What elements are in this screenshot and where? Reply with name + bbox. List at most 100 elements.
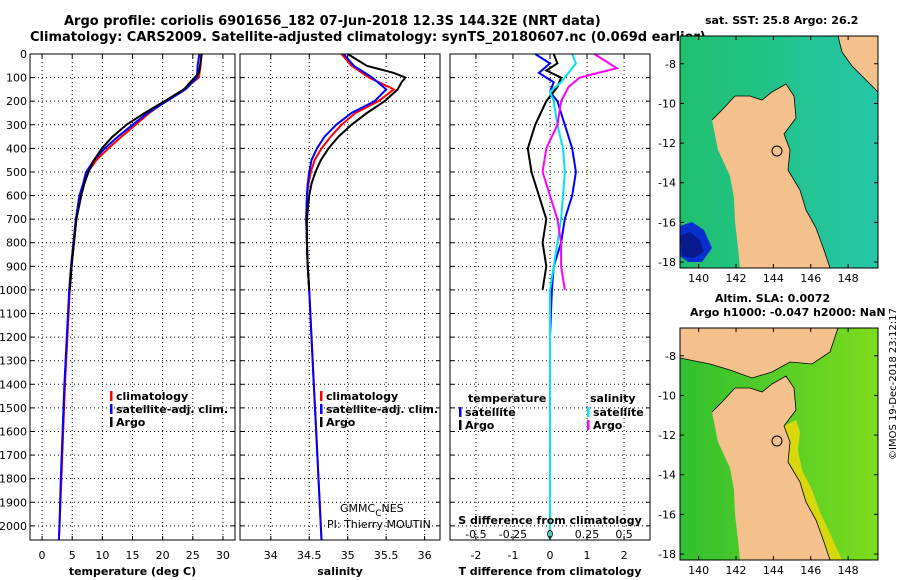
sla-map-title-1: Altim. SLA: 0.0072	[715, 292, 831, 305]
map-y-tick-label: -16	[658, 216, 676, 229]
map-x-tick-label: 140	[688, 272, 709, 285]
sst-map-land-cape-york	[712, 84, 830, 268]
legend-swatch	[587, 420, 590, 430]
y-tick-label: 1400	[0, 378, 27, 391]
chart-difference: -2 -1 0 1 2 T difference from climatology	[449, 53, 651, 578]
x-tick-label: 5	[69, 549, 76, 562]
series-line-t-satellite	[534, 53, 577, 540]
title-line-2: Climatology: CARS2009. Satellite-adjuste…	[30, 30, 706, 45]
series-line-satellite-adj-clim-	[57, 53, 201, 541]
y-tick-label: 300	[6, 119, 27, 132]
map-y-tick-label: -14	[658, 177, 676, 190]
map-y-tick-label: -16	[658, 508, 676, 521]
x-tick-label: -1	[507, 549, 518, 562]
x-tick-label: 34	[264, 549, 278, 562]
map-y-tick-label: -14	[658, 469, 676, 482]
y-tick-label: 1000	[0, 284, 27, 297]
map-x-tick-label: 144	[763, 272, 784, 285]
x-axis-label: T difference from climatology	[458, 565, 641, 578]
x-tick-label: 34.5	[297, 549, 322, 562]
chart-temperature: 0 5 10 15 20 25 30 temperature (deg C)	[29, 53, 236, 578]
x-tick-label: 1	[584, 549, 591, 562]
map-x-tick-label: 146	[800, 272, 821, 285]
series-line-argo	[68, 53, 203, 290]
map-x-tick-label: 148	[838, 564, 859, 577]
title-line-1: Argo profile: coriolis 6901656_182 07-Ju…	[64, 14, 601, 29]
annotation-gmmc: GMMCCNES	[340, 502, 404, 519]
x-tick-label: 10	[95, 549, 109, 562]
legend-label: satellite	[593, 406, 644, 419]
map-x-tick-label: 140	[688, 564, 709, 577]
legend-swatch	[320, 404, 323, 414]
series-line-s-argo	[541, 53, 620, 291]
x-tick-label: 2	[621, 549, 628, 562]
annotation-pi: PI: Thierry MOUTIN	[327, 518, 431, 531]
y-tick-label: 0	[20, 48, 27, 61]
x-tick-label: 30	[216, 549, 230, 562]
x-tick-label: 36	[418, 549, 432, 562]
sst-map-land-east	[838, 36, 878, 92]
map-y-tick-label: -8	[665, 350, 676, 363]
y-tick-label: 700	[6, 213, 27, 226]
y-tick-label: 1700	[0, 449, 27, 462]
sla-map-coastal-band	[784, 420, 842, 560]
y-tick-label: 500	[6, 166, 27, 179]
legend-label: Argo	[116, 416, 146, 429]
x-tick-label: -2	[470, 549, 481, 562]
legend-swatch	[110, 404, 113, 414]
s-tick-label: 0.25	[575, 528, 600, 541]
map-x-tick-label: 146	[800, 564, 821, 577]
s-tick-label: -0.25	[499, 528, 527, 541]
legend-label: Argo	[465, 419, 495, 432]
legend-salinity-title: salinity	[590, 392, 636, 405]
legend-label: climatology	[326, 390, 398, 403]
map-x-tick-label: 148	[838, 272, 859, 285]
map-y-tick-label: -8	[665, 58, 676, 71]
sla-map-title-2: Argo h1000: -0.047 h2000: NaN	[690, 306, 886, 319]
legend-swatch	[459, 407, 462, 417]
legend-label: satellite-adj. clim.	[116, 403, 228, 416]
y-tick-label: 1300	[0, 355, 27, 368]
s-tick-label: -0.5	[465, 528, 486, 541]
y-tick-label: 600	[6, 190, 27, 203]
y-tick-label: 1900	[0, 496, 27, 509]
legend-swatch	[110, 391, 113, 401]
sst-map-title: sat. SST: 25.8 Argo: 26.2	[705, 14, 859, 27]
x-tick-label: 0	[547, 549, 554, 562]
s-tick-label: 0	[547, 528, 554, 541]
y-tick-label: 100	[6, 72, 27, 85]
map-y-tick-label: -12	[658, 429, 676, 442]
legend-swatch	[320, 391, 323, 401]
series-line-t-argo	[526, 53, 563, 291]
imos-watermark: ©IMOS 19-Dec-2018 23:12:17	[888, 308, 899, 460]
legend-label: climatology	[116, 390, 188, 403]
series-line-argo	[305, 53, 408, 290]
x-tick-label: 0	[39, 549, 46, 562]
sst-map-argo-marker	[771, 145, 783, 157]
x-tick-label: 35.5	[374, 549, 399, 562]
x-axis-label: salinity	[317, 565, 363, 578]
legend-label: Argo	[326, 416, 356, 429]
s-tick-label: 0.5	[615, 528, 633, 541]
map-y-tick-label: -18	[658, 256, 676, 269]
map-x-tick-label: 144	[763, 564, 784, 577]
sst-map	[679, 35, 879, 269]
legend-temperature-title: temperature	[468, 392, 546, 405]
series-line-satellite-adj-clim-	[305, 53, 388, 541]
map-x-tick-label: 142	[726, 272, 747, 285]
sla-map	[679, 327, 879, 561]
y-tick-label: 1800	[0, 473, 27, 486]
sla-map-argo-marker	[771, 435, 783, 447]
chart-frame	[239, 53, 441, 541]
x-tick-label: 35	[341, 549, 355, 562]
chart-salinity: 34 34.5 35 35.5 36 salinity	[239, 53, 441, 578]
y-axis: 0 100 200 300 400 500 600 700 800 900 1000 1100 1200…	[0, 48, 650, 533]
x-tick-label: 15	[126, 549, 140, 562]
x-tick-label: 25	[186, 549, 200, 562]
map-y-tick-label: -10	[658, 389, 676, 402]
legend-label: satellite-adj. clim.	[326, 403, 438, 416]
